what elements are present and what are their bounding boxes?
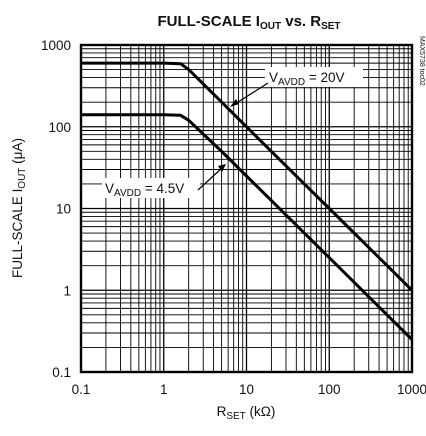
plot-frame [79,43,414,374]
series-line-1 [81,61,414,292]
figure-code: MAX5738 toc02 [418,36,425,86]
x-tick-label: 1 [160,382,168,397]
annotation-20v: VAVDD = 20V [230,67,363,107]
x-tick-label: 10 [239,382,254,397]
annotation-4-5v-box [102,178,200,198]
x-tick-label: 100 [318,382,341,397]
y-tick-label: 100 [48,120,71,135]
y-axis-label: FULL-SCALE IOUT (μA) [10,138,28,278]
annotation-20v-label: VAVDD = 20V [269,70,344,88]
x-axis-label: RSET (kΩ) [217,404,276,422]
series-line-2 [81,113,414,341]
y-tick-label: 1 [63,283,71,298]
annotation-20v-arrow [234,82,269,105]
annotation-4-5v-arrow [197,167,223,191]
annotation-20v-arrowhead [230,99,239,107]
annotation-4-5v: VAVDD = 4.5V [102,164,226,199]
y-tick-label: 10 [56,202,71,217]
grid [80,45,412,373]
x-tick-label: 1000 [397,382,426,397]
annotation-20v-box [265,67,363,87]
y-tick-labels: 0.1 1 10 100 1000 [41,38,71,380]
chart-title: FULL-SCALE IOUT vs. RSET [157,13,340,32]
y-tick-label: 0.1 [52,365,71,380]
x-tick-labels: 0.1 1 10 100 1000 [72,382,426,397]
annotation-4-5v-label: VAVDD = 4.5V [105,181,184,199]
y-tick-label: 1000 [41,38,71,53]
x-tick-label: 0.1 [72,382,91,397]
series-group [81,61,414,341]
annotation-4-5v-arrowhead [218,164,226,172]
